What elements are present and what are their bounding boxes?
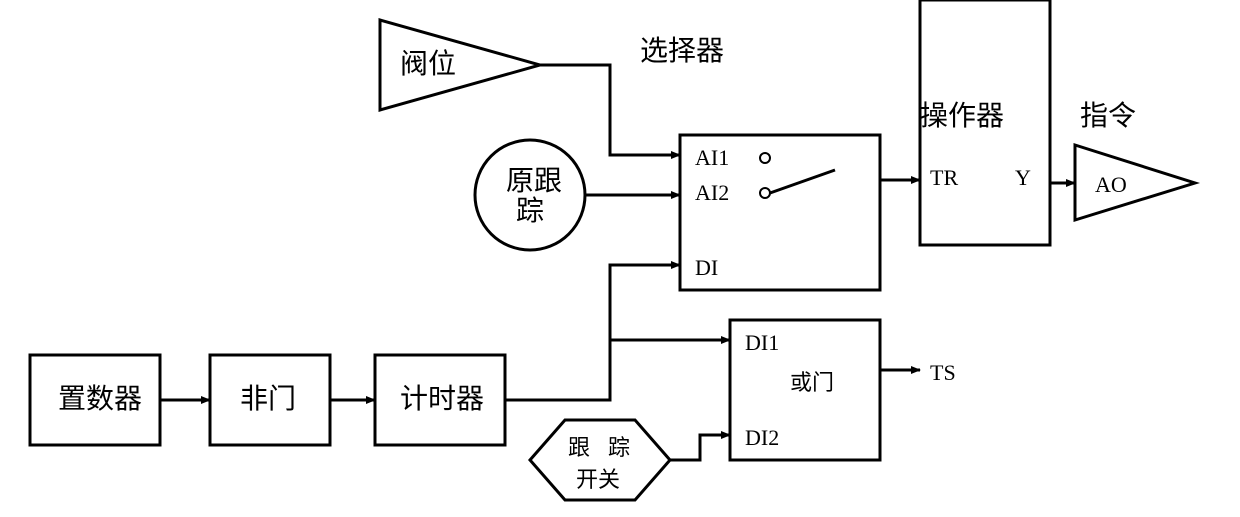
selector-ai1: AI1 bbox=[695, 145, 729, 170]
arrow-hex-to-or-di2 bbox=[670, 435, 730, 460]
operator-title: 操作器 bbox=[920, 100, 1004, 132]
or-label: 或门 bbox=[790, 370, 834, 395]
track-hex-label1: 跟 bbox=[568, 435, 590, 460]
counter-label: 置数器 bbox=[58, 383, 142, 415]
arrow-timer-to-or-di1 bbox=[610, 340, 730, 400]
selector-contact-2 bbox=[760, 188, 770, 198]
ao-label: AO bbox=[1095, 172, 1127, 197]
timer-label: 计时器 bbox=[400, 383, 484, 415]
valve-label: 阀位 bbox=[400, 48, 456, 80]
not-label: 非门 bbox=[240, 383, 296, 415]
selector-ai2: AI2 bbox=[695, 180, 729, 205]
operator-tr: TR bbox=[930, 165, 958, 190]
block-diagram: 阀位选择器操作器指令原跟踪AI1AI2DITRYTSAO置数器非门计时器跟踪开关… bbox=[0, 0, 1240, 517]
command-title: 指令 bbox=[1080, 100, 1136, 132]
selector-switch-arm bbox=[770, 170, 835, 193]
ao-triangle bbox=[1075, 145, 1195, 220]
arrow-timer-to-selector-di bbox=[505, 265, 680, 400]
selector-di: DI bbox=[695, 255, 718, 280]
or-di2: DI2 bbox=[745, 425, 779, 450]
selector-title: 选择器 bbox=[640, 35, 724, 67]
operator-y: Y bbox=[1015, 165, 1031, 190]
orig-track-label2: 踪 bbox=[516, 195, 544, 227]
selector-contact-1 bbox=[760, 153, 770, 163]
operator-ts: TS bbox=[930, 360, 956, 385]
orig-track-label1: 原跟 bbox=[506, 166, 562, 197]
or-di1: DI1 bbox=[745, 330, 779, 355]
arrow-valve-to-selector bbox=[540, 65, 680, 155]
track-hex-label3: 开关 bbox=[576, 467, 620, 492]
track-hex-label2: 踪 bbox=[608, 435, 630, 460]
